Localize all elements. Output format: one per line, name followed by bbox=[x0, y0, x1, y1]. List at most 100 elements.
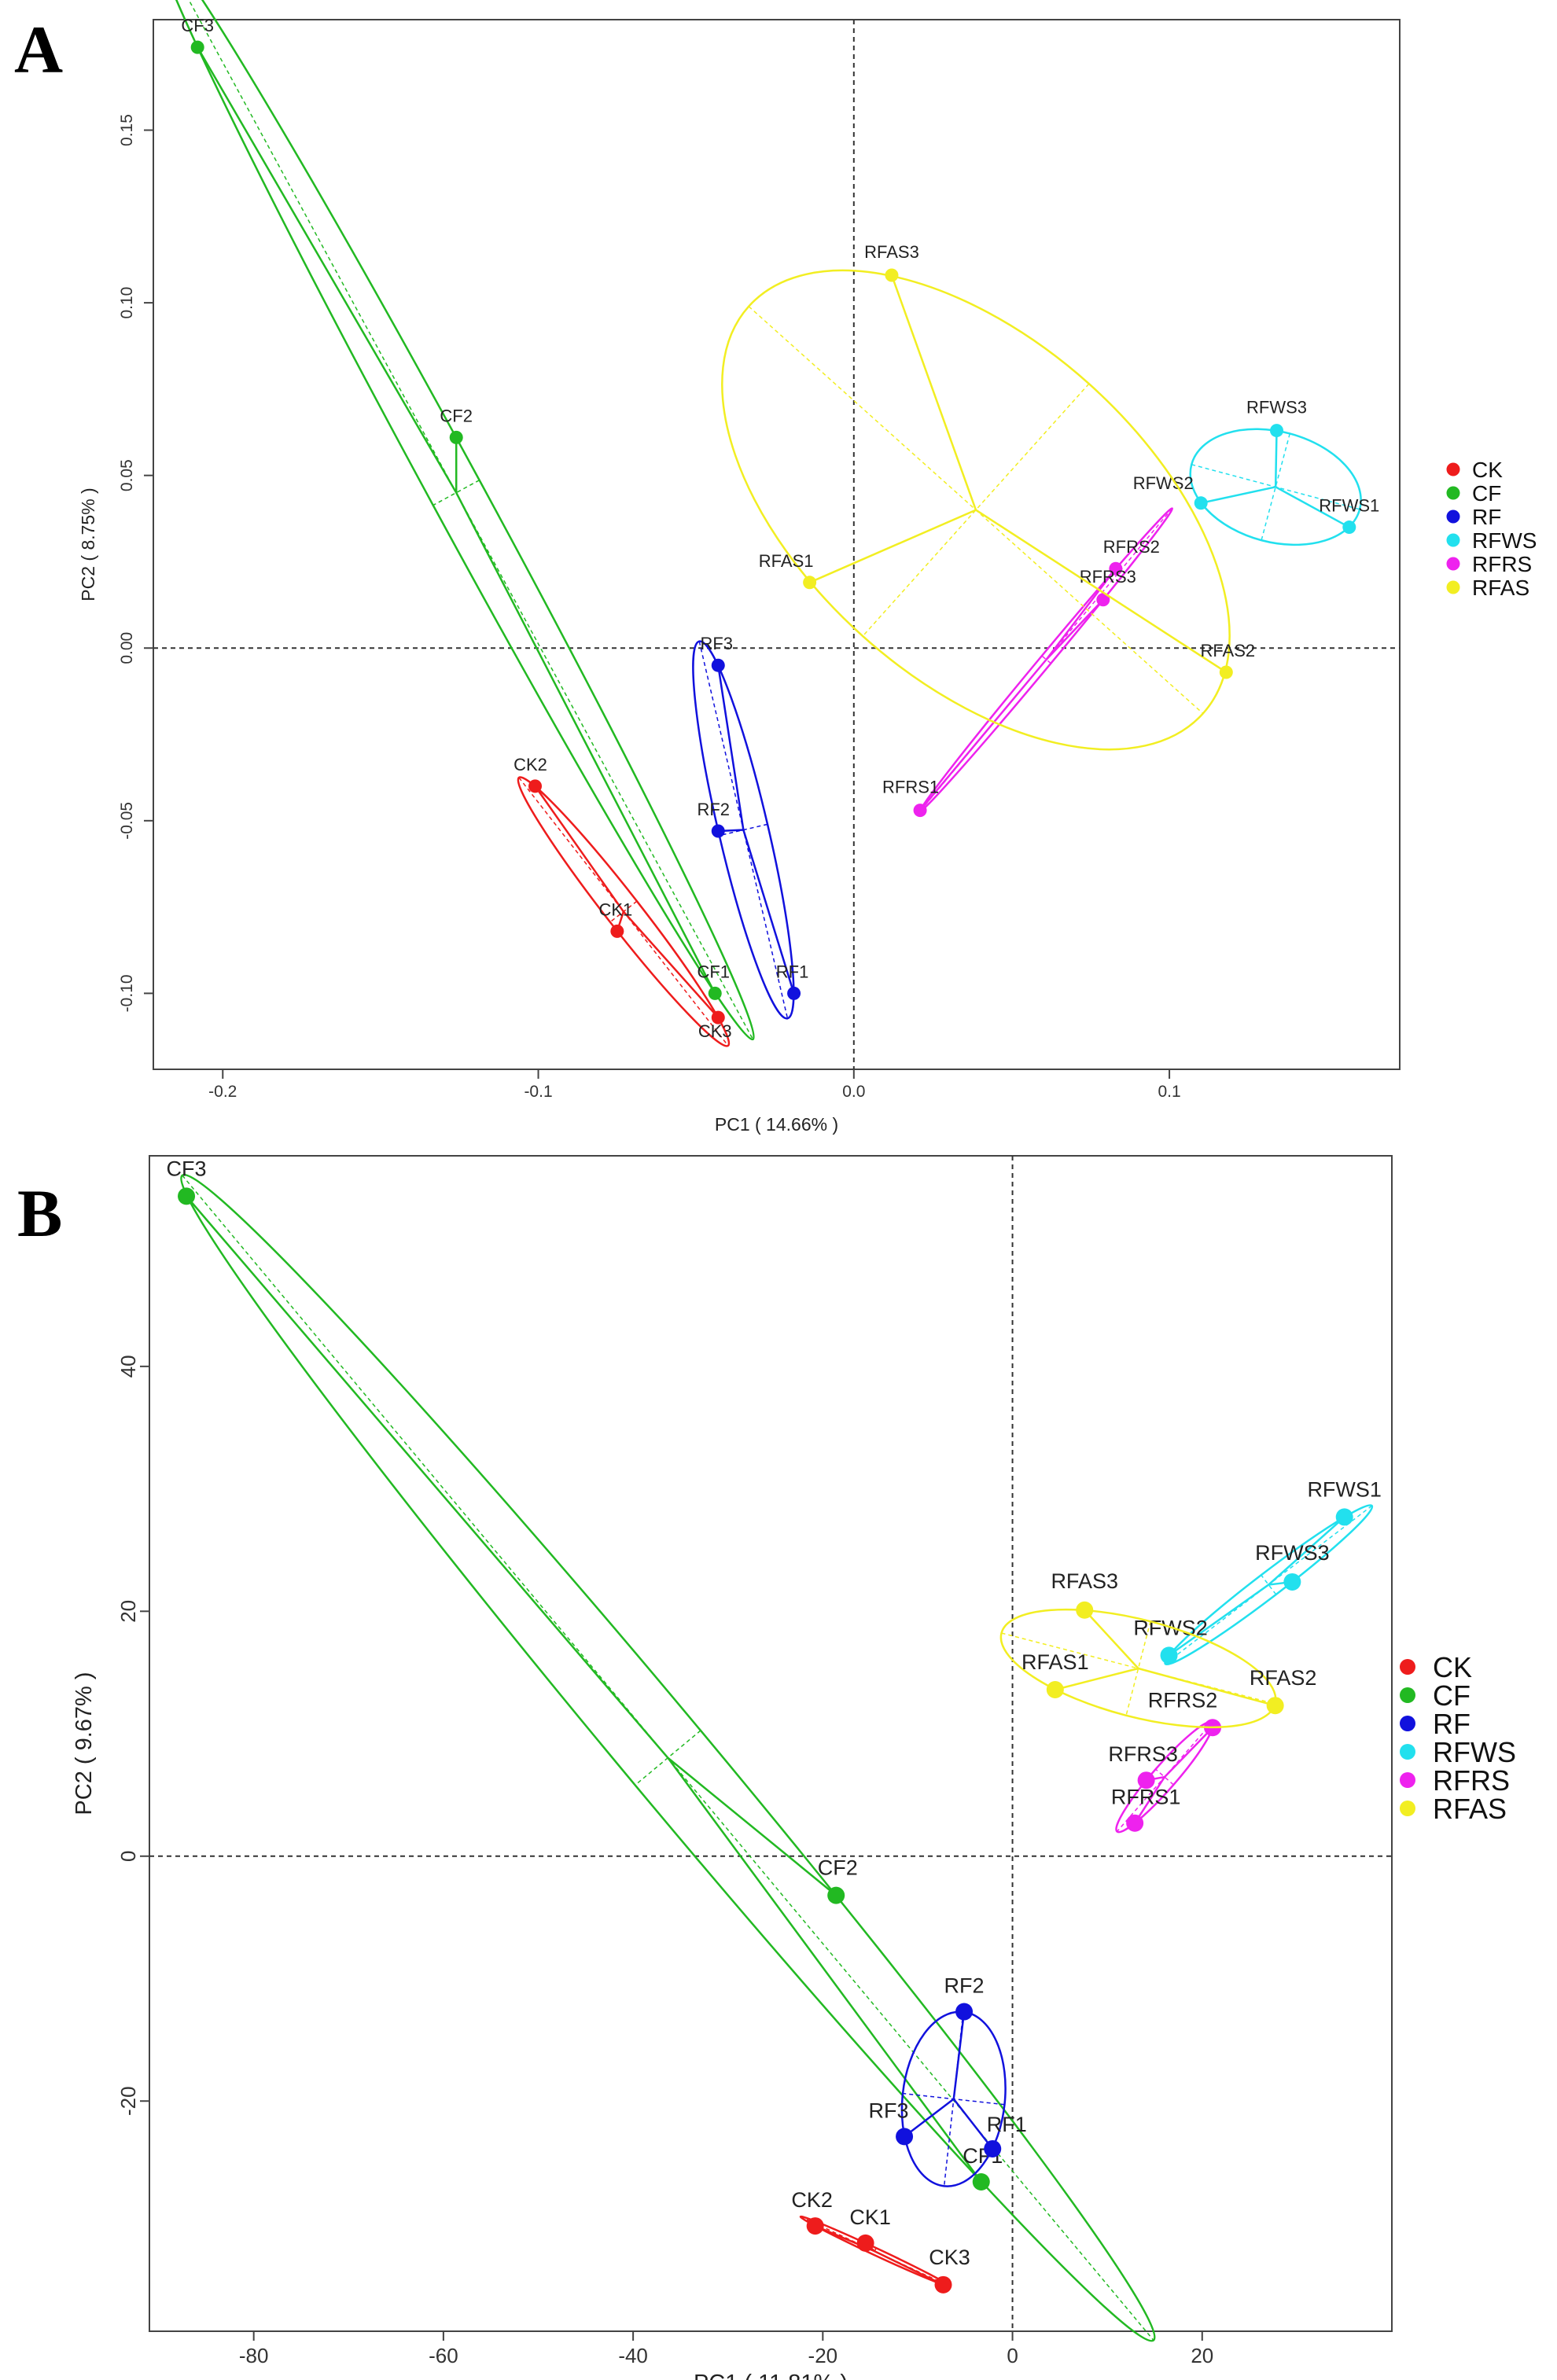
chart-panel-B: B -80 -60 -40 -20 0 20 -20 0 20 40 PC1 ( 11.81% ) PC… bbox=[17, 1155, 1516, 2380]
panel-letter: A bbox=[14, 12, 63, 87]
y-axis-title: PC2 ( 8.75% ) bbox=[78, 487, 98, 601]
sample-label: CF3 bbox=[181, 16, 214, 35]
x-axis-title: PC1 ( 14.66% ) bbox=[715, 1114, 838, 1135]
sample-label: RF3 bbox=[700, 634, 733, 653]
sample-point-cf1 bbox=[708, 986, 722, 1000]
sample-point-rfas2 bbox=[1219, 665, 1233, 679]
x-tick-label: 0.1 bbox=[1158, 1083, 1180, 1101]
sample-label: RFRS2 bbox=[1103, 537, 1160, 557]
legend-label: CF bbox=[1433, 1679, 1470, 1712]
chart-panel-A: A -0.2 -0.1 0.0 0.1 -0.10 -0.05 0.00 0.05 0.10 0.1… bbox=[14, 0, 1537, 1135]
sample-label: RFRS1 bbox=[1111, 1786, 1181, 1809]
y-tick-label: 0 bbox=[116, 1851, 140, 1862]
spoke-line bbox=[1200, 486, 1276, 505]
sample-label: RFRS3 bbox=[1108, 1742, 1178, 1766]
y-axis-title: PC2 ( 9.67% ) bbox=[72, 1672, 97, 1815]
sample-label: CK3 bbox=[929, 2246, 970, 2269]
sample-label: RFAS3 bbox=[864, 242, 919, 262]
y-tick-label: 0.05 bbox=[118, 459, 136, 491]
legend-marker-rfrs bbox=[1400, 1772, 1415, 1788]
x-tick-label: 20 bbox=[1191, 2344, 1213, 2367]
legend-label: RF bbox=[1472, 505, 1501, 529]
legend-label: RFAS bbox=[1472, 576, 1529, 600]
sample-label: RF1 bbox=[987, 2113, 1027, 2136]
sample-point-ck1 bbox=[610, 924, 624, 938]
x-tick-label: -0.1 bbox=[524, 1083, 552, 1101]
sample-label: RFAS2 bbox=[1200, 641, 1255, 660]
group-rf: RF1 RF2 RF3 bbox=[692, 634, 809, 1020]
spoke-line bbox=[742, 830, 795, 994]
spoke-line bbox=[952, 2011, 966, 2099]
sample-point-cf1 bbox=[972, 2173, 990, 2191]
legend-marker-rfas bbox=[1446, 580, 1460, 594]
spoke-line bbox=[904, 2098, 955, 2138]
spoke-line bbox=[1268, 1516, 1345, 1586]
spoke-line bbox=[1274, 430, 1278, 487]
legend-marker-rfws bbox=[1400, 1744, 1415, 1760]
ellipse-minor-axis bbox=[432, 480, 480, 506]
spoke-line bbox=[1055, 1667, 1139, 1691]
x-tick-label: -80 bbox=[239, 2344, 269, 2367]
legend-marker-rf bbox=[1400, 1716, 1415, 1731]
spoke-line bbox=[1045, 568, 1117, 660]
group-ck: CK1 CK2 CK3 bbox=[791, 2188, 970, 2294]
sample-point-rfas1 bbox=[1046, 1680, 1064, 1698]
spoke-line bbox=[1134, 1776, 1165, 1824]
legend-label: CK bbox=[1433, 1651, 1472, 1683]
spoke-line bbox=[1084, 1609, 1139, 1669]
spoke-line bbox=[975, 509, 1227, 674]
y-tick-label: -0.10 bbox=[118, 974, 136, 1012]
spoke-line bbox=[874, 2250, 944, 2286]
sample-label: CF2 bbox=[818, 1856, 858, 1880]
sample-point-rfws2 bbox=[1194, 496, 1208, 510]
sample-point-rfrs1 bbox=[1126, 1814, 1144, 1832]
group-ck: CK1 CK2 CK3 bbox=[513, 755, 732, 1047]
sample-label: CK3 bbox=[698, 1021, 732, 1041]
legend-marker-rf bbox=[1446, 509, 1460, 524]
group-rf: RF1 RF2 RF3 bbox=[869, 1974, 1027, 2187]
y-tick-label: -0.05 bbox=[118, 802, 136, 840]
sample-label: RFAS2 bbox=[1250, 1666, 1317, 1690]
sample-point-ck3 bbox=[711, 1010, 725, 1024]
plot-frame bbox=[153, 19, 1401, 1070]
sample-label: RF1 bbox=[776, 962, 809, 981]
spoke-line bbox=[952, 2098, 994, 2150]
spoke-line bbox=[1168, 1584, 1269, 1657]
legend-marker-ck bbox=[1446, 462, 1460, 476]
ellipse-major-axis bbox=[1001, 1632, 1275, 1705]
sample-point-rfrs1 bbox=[913, 804, 927, 818]
panel-letter: B bbox=[17, 1175, 62, 1251]
x-tick-label: -40 bbox=[618, 2344, 648, 2367]
legend-label: CF bbox=[1472, 481, 1501, 506]
sample-label: RFWS3 bbox=[1246, 398, 1307, 418]
plot-frame bbox=[149, 1155, 1393, 2332]
sample-label: RFAS3 bbox=[1051, 1569, 1118, 1593]
sample-point-rfrs3 bbox=[1137, 1771, 1155, 1790]
sample-point-rf1 bbox=[787, 986, 801, 1000]
legend-marker-cf bbox=[1446, 486, 1460, 500]
spoke-line bbox=[890, 274, 977, 511]
spoke-line bbox=[534, 785, 624, 913]
sample-point-cf3 bbox=[178, 1187, 196, 1205]
legend-label: RFWS bbox=[1433, 1736, 1516, 1768]
sample-label: RFWS1 bbox=[1319, 496, 1379, 516]
sample-label: CK1 bbox=[849, 2205, 891, 2229]
sample-point-rfas3 bbox=[1076, 1601, 1094, 1619]
sample-point-rf3 bbox=[711, 658, 725, 672]
y-tick-label: 20 bbox=[116, 1600, 140, 1623]
sample-label: RFAS1 bbox=[759, 551, 814, 571]
sample-point-rfws2 bbox=[1160, 1646, 1178, 1665]
sample-point-ck1 bbox=[856, 2234, 874, 2252]
sample-label: RF2 bbox=[697, 800, 730, 819]
sample-label: RFWS1 bbox=[1307, 1477, 1382, 1501]
spoke-line bbox=[717, 665, 745, 830]
sample-point-rfws3 bbox=[1270, 424, 1284, 438]
sample-point-rfrs3 bbox=[1096, 593, 1110, 607]
sample-label: CF2 bbox=[440, 406, 473, 425]
